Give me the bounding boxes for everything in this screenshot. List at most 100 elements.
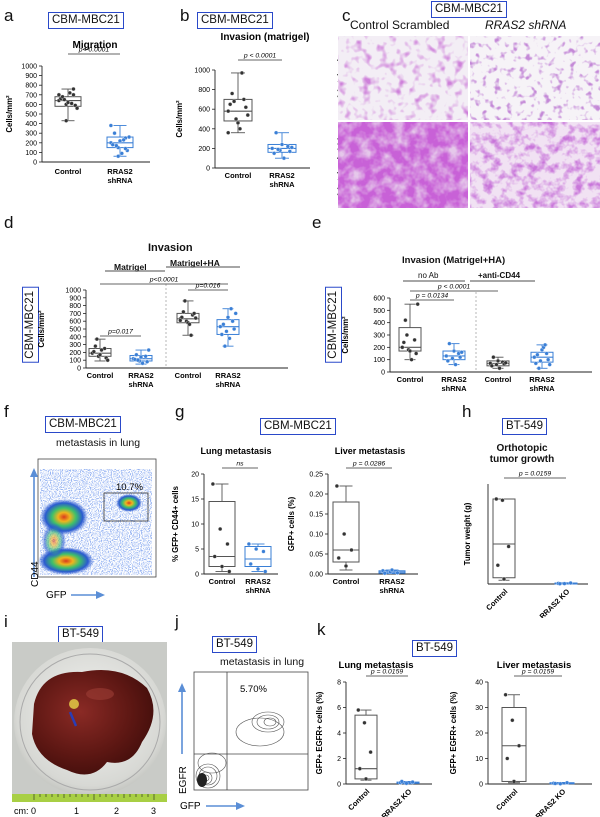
cell-label-g: CBM-MBC21 [260, 418, 336, 435]
box [54, 96, 82, 107]
data-point [255, 566, 261, 572]
y-tick-label: 200 [69, 350, 81, 357]
y-tick-label: 0 [77, 366, 81, 373]
cell-label-d: CBM-MBC21 [22, 287, 39, 363]
y-tick-label: 0 [33, 160, 37, 167]
category-label: Control [494, 787, 519, 812]
y-axis-label: GFP+ cells (%) [288, 496, 296, 551]
data-point [123, 146, 128, 151]
data-point [193, 316, 198, 321]
data-point [564, 780, 570, 785]
pvalue-label: p=0.016 [195, 283, 221, 290]
y-tick-label: 200 [373, 345, 385, 352]
data-point [219, 564, 225, 569]
data-point [334, 483, 339, 489]
y-tick-label: 0.20 [309, 492, 323, 499]
panel-f-caption: metastasis in lung [56, 437, 141, 449]
data-point [279, 142, 285, 147]
panel-d-group-lines [105, 266, 240, 272]
data-point [553, 781, 558, 786]
data-point [272, 151, 277, 156]
data-point [503, 360, 508, 365]
flow-f-xlabel: GFP [46, 590, 67, 601]
y-tick-label: 0.25 [309, 472, 323, 479]
data-point [227, 569, 232, 574]
data-point [143, 354, 148, 359]
y-tick-label: 15 [191, 497, 199, 504]
pvalue-label: p < 0.0001 [437, 284, 471, 291]
data-point [399, 779, 404, 784]
cell-label-c: CBM-MBC21 [431, 1, 507, 18]
data-point [65, 100, 71, 105]
chart-title: Lung metastasis [200, 446, 271, 456]
micrograph-rras2-matrigel [470, 36, 600, 120]
data-point [459, 350, 464, 355]
panel-c-col2-label: RRAS2 shRNA [485, 18, 567, 32]
y-tick-label: 300 [373, 333, 385, 340]
data-point [116, 154, 121, 159]
data-point [415, 302, 420, 307]
y-tick-label: 100 [69, 358, 81, 365]
cell-label-h: BT-549 [502, 418, 548, 435]
data-point [119, 151, 124, 156]
data-point [495, 563, 500, 568]
micrograph-control-matrigel [338, 36, 468, 120]
data-point [230, 91, 235, 96]
data-point [226, 130, 231, 135]
data-point [241, 97, 246, 102]
data-point [389, 567, 395, 573]
panel-letter-h: h [462, 402, 472, 421]
data-point [532, 355, 537, 360]
data-point [140, 361, 145, 366]
ruler-unit: cm: [14, 806, 29, 816]
data-point [75, 106, 80, 111]
y-tick-label: 2 [337, 756, 341, 763]
y-tick-label: 800 [198, 87, 210, 94]
chart-e-invasion-ha: 0 100 200 300 400 500 600 Cells/mm² Control RRAS2… [342, 284, 592, 393]
data-point [403, 318, 408, 323]
data-point [121, 137, 126, 142]
cell-label-a: CBM-MBC21 [48, 12, 124, 29]
y-tick-label: 0 [206, 166, 210, 173]
chart-title: Lung metastasis [339, 660, 414, 671]
category-label: RRAS2 [379, 577, 404, 586]
data-point [229, 306, 234, 311]
data-point [356, 707, 361, 713]
data-point [401, 340, 406, 345]
category-label: Control [209, 577, 236, 586]
ruler-tick-0: 0 [31, 806, 36, 816]
data-point [221, 322, 226, 327]
data-point [458, 355, 463, 360]
y-tick-label: 0.15 [309, 512, 323, 519]
data-point [226, 109, 231, 114]
data-point [500, 498, 505, 503]
data-point [409, 357, 414, 362]
y-tick-label: 400 [373, 320, 385, 327]
data-point [412, 337, 417, 342]
data-point [562, 581, 567, 586]
y-tick-label: 0 [479, 782, 483, 789]
y-tick-label: 20 [191, 472, 199, 479]
data-point [400, 345, 405, 350]
data-point [117, 138, 123, 143]
data-point [212, 554, 217, 559]
panel-f-flow-plot: 10.7% GFP CD44 [30, 458, 157, 601]
data-point [270, 146, 275, 151]
data-point [99, 348, 104, 353]
panel-letter-g: g [175, 402, 185, 421]
panel-letter-b: b [180, 6, 190, 25]
panel-c-col1-label: Control Scrambled [350, 18, 450, 32]
category-label: shRNA [441, 384, 467, 393]
y-tick-label: 600 [373, 296, 385, 303]
panel-d-title: Invasion [148, 242, 193, 254]
micrograph-control-matrigel-ha [338, 122, 468, 208]
data-point [511, 779, 517, 784]
cell-label-j: BT-549 [212, 636, 258, 653]
data-point [546, 357, 551, 362]
y-tick-label: 400 [198, 126, 210, 133]
data-point [230, 319, 235, 324]
y-tick-label: 500 [69, 327, 81, 334]
data-point [503, 692, 508, 697]
data-point [453, 362, 458, 367]
